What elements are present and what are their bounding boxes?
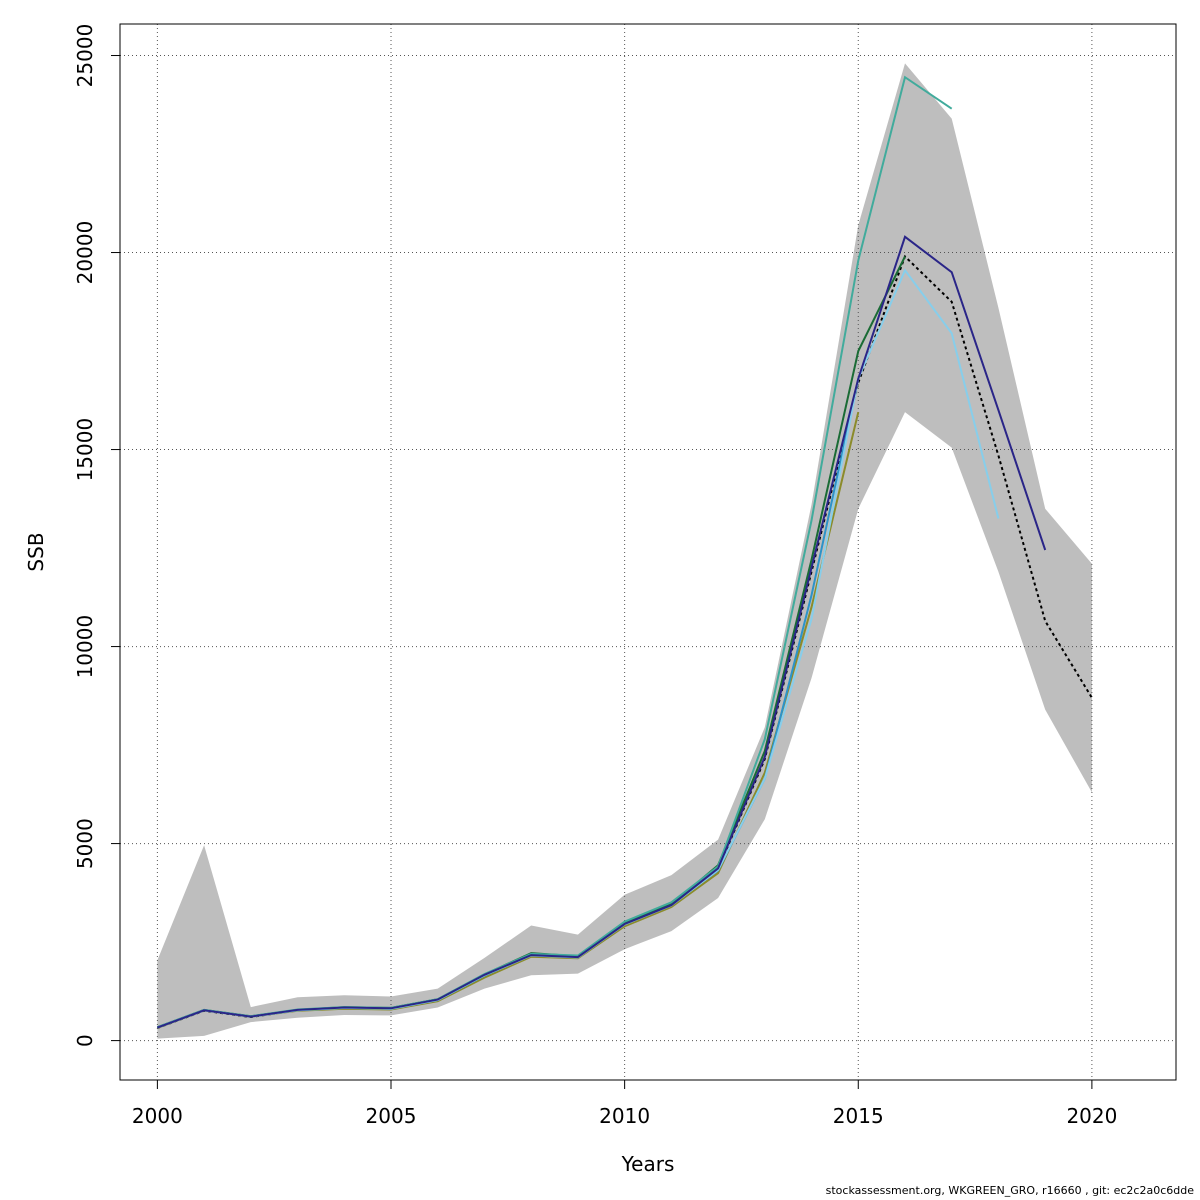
x-tick-label-2020: 2020 — [1066, 1104, 1117, 1128]
y-tick-label-25000: 25000 — [73, 24, 97, 88]
axis-layer: 2000 2005 2010 2015 2020 0 5000 10000 15000 20000… — [73, 24, 1117, 1128]
confidence-band — [157, 63, 1092, 1039]
series-line-6 — [157, 235, 1047, 1029]
confidence-band-layer — [157, 63, 1092, 1039]
y-tick-label-10000: 10000 — [73, 615, 97, 679]
y-tick-label-0: 0 — [73, 1034, 97, 1047]
footer-credit: stockassessment.org, WKGREEN_GRO, r16660… — [825, 1184, 1194, 1197]
y-tick-label-5000: 5000 — [73, 818, 97, 869]
x-tick-label-2010: 2010 — [599, 1104, 650, 1128]
y-tick-label-20000: 20000 — [73, 221, 97, 285]
y-tick-label-15000: 15000 — [73, 418, 97, 482]
y-axis-title: SSB — [24, 532, 48, 571]
x-tick-label-2000: 2000 — [132, 1104, 183, 1128]
x-axis-title: Years — [621, 1152, 675, 1176]
x-tick-label-2015: 2015 — [833, 1104, 884, 1128]
series-layer — [157, 75, 1093, 1029]
x-tick-label-2005: 2005 — [366, 1104, 417, 1128]
grid-layer — [120, 24, 1176, 1080]
